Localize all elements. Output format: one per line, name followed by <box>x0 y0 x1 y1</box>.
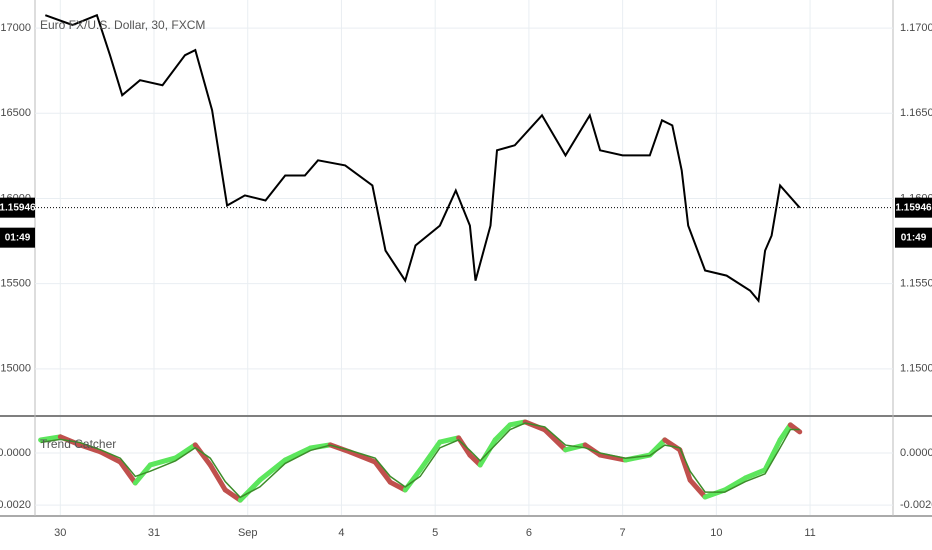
indicator-segment <box>38 434 63 443</box>
indicator-segment <box>492 422 513 443</box>
indicator-segment <box>702 487 728 500</box>
x-tick-label: Sep <box>238 527 258 539</box>
y-tick-label: 1.16500 <box>900 107 932 119</box>
price-line <box>44 13 801 304</box>
y-tick-label: 0.0000 <box>0 447 31 459</box>
indicator-segment <box>257 457 288 483</box>
indicator-segment <box>282 445 314 463</box>
pane-title: Euro FX/U.S. Dollar, 30, FXCM <box>40 18 205 32</box>
indicator-segment <box>597 452 628 463</box>
timer-label: 01:49 <box>901 232 927 243</box>
y-tick-label: 1.15500 <box>0 278 31 290</box>
x-tick-label: 4 <box>338 527 344 539</box>
indicator-segment <box>777 422 793 443</box>
indicator-segment <box>402 467 423 493</box>
price-label-box <box>895 197 932 218</box>
indicator-segment <box>687 477 708 500</box>
indicator-segment <box>77 442 104 455</box>
indicator-segment <box>98 449 123 465</box>
y-tick-label: 1.17000 <box>0 22 31 34</box>
indicator-segment <box>722 475 748 493</box>
x-tick-label: 10 <box>710 527 722 539</box>
x-tick-label: 30 <box>54 527 66 539</box>
y-tick-label: 1.16500 <box>0 107 31 119</box>
indicator-segment <box>647 437 668 458</box>
y-tick-label: -0.0020 <box>0 499 31 511</box>
indicator-segment <box>507 419 528 428</box>
indicator-segment <box>117 459 138 486</box>
indicator-segment <box>542 427 568 453</box>
y-tick-label: 1.15500 <box>900 278 932 290</box>
y-tick-label: 0.0000 <box>900 447 932 459</box>
y-tick-label: 1.15000 <box>900 363 932 375</box>
indicator-segment <box>387 479 408 493</box>
x-tick-label: 11 <box>804 527 815 539</box>
pane-title: Trend Catcher <box>40 437 116 451</box>
y-tick-label: 1.17000 <box>900 22 932 34</box>
indicator-segment <box>677 447 693 483</box>
x-tick-label: 7 <box>620 527 626 539</box>
y-tick-label: 1.15000 <box>0 363 31 375</box>
indicator-segment <box>662 437 683 453</box>
indicator-segment <box>147 455 179 468</box>
indicator-segment <box>417 439 443 473</box>
y-tick-label: -0.0020 <box>900 499 932 511</box>
x-tick-label: 31 <box>148 527 160 539</box>
indicator-segment <box>787 422 803 435</box>
price-label-box <box>0 197 35 218</box>
indicator-segment <box>762 437 783 473</box>
timer-box <box>895 227 932 248</box>
indicator-segment <box>207 462 228 493</box>
indicator-segment <box>437 435 462 445</box>
timer-box <box>0 227 35 248</box>
price-label: 1.15946 <box>895 202 932 213</box>
indicator-segment <box>222 487 243 503</box>
indicator-segment <box>562 442 588 453</box>
x-tick-label: 5 <box>432 527 438 539</box>
indicator-segment <box>372 459 393 485</box>
indicator-segment <box>237 477 263 503</box>
x-tick-label: 6 <box>526 527 532 539</box>
timer-label: 01:49 <box>5 232 31 243</box>
price-label: 1.15946 <box>0 202 36 213</box>
signal-line <box>40 422 800 499</box>
indicator-segment <box>742 467 768 481</box>
indicator-segment <box>347 449 378 465</box>
indicator-segment <box>173 442 198 461</box>
indicator-segment <box>192 442 213 468</box>
